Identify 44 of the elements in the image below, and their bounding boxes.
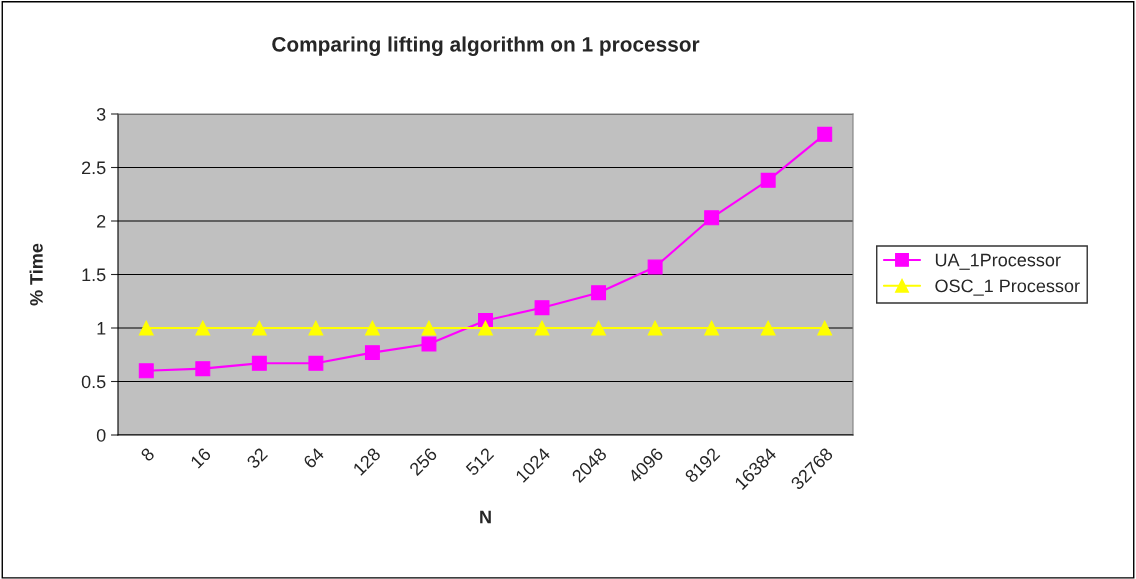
y-tick-label: 1.5 [82,268,106,282]
point [364,320,380,336]
point [817,126,833,142]
point [591,320,607,336]
y-tick-label: 2.5 [82,161,106,175]
x-axis-title: N [480,510,491,524]
y-tick-label: 0 [96,428,106,442]
point [251,355,267,371]
point [817,320,833,336]
chart-title: Comparing lifting algorithm on 1 processor [272,36,700,56]
point [534,300,550,316]
x-tick-label: 64 [302,446,325,470]
point [647,320,663,336]
x-tick-label: 32 [245,447,269,470]
point [195,320,211,336]
y-tick-label: 1 [97,322,106,335]
point [760,172,776,188]
point [421,336,437,352]
point [138,363,154,379]
point [308,320,324,336]
y-tick-label: 3 [96,107,106,121]
x-tick-label: 8 [140,447,156,463]
point [760,320,776,336]
point [591,285,607,301]
point [421,320,437,336]
y-tick-label: 0.5 [81,375,106,389]
point [704,210,720,226]
legend-label: UA_1Processor [935,253,1061,270]
x-tick-label: 16 [189,447,212,469]
point [364,345,380,361]
point [647,259,663,275]
point [308,355,324,371]
x-tick-label: 128 [352,447,382,476]
x-tick-label: 512 [465,447,495,477]
y-tick-label: 2 [97,214,106,228]
point [195,361,211,377]
legend-label: OSC_1 Processor [935,279,1080,296]
x-tick-label: 256 [408,447,438,477]
point [138,320,154,336]
point [704,320,720,336]
point [251,320,267,336]
point [478,320,493,336]
y-axis-title: % Time [29,243,43,306]
point [534,320,550,336]
